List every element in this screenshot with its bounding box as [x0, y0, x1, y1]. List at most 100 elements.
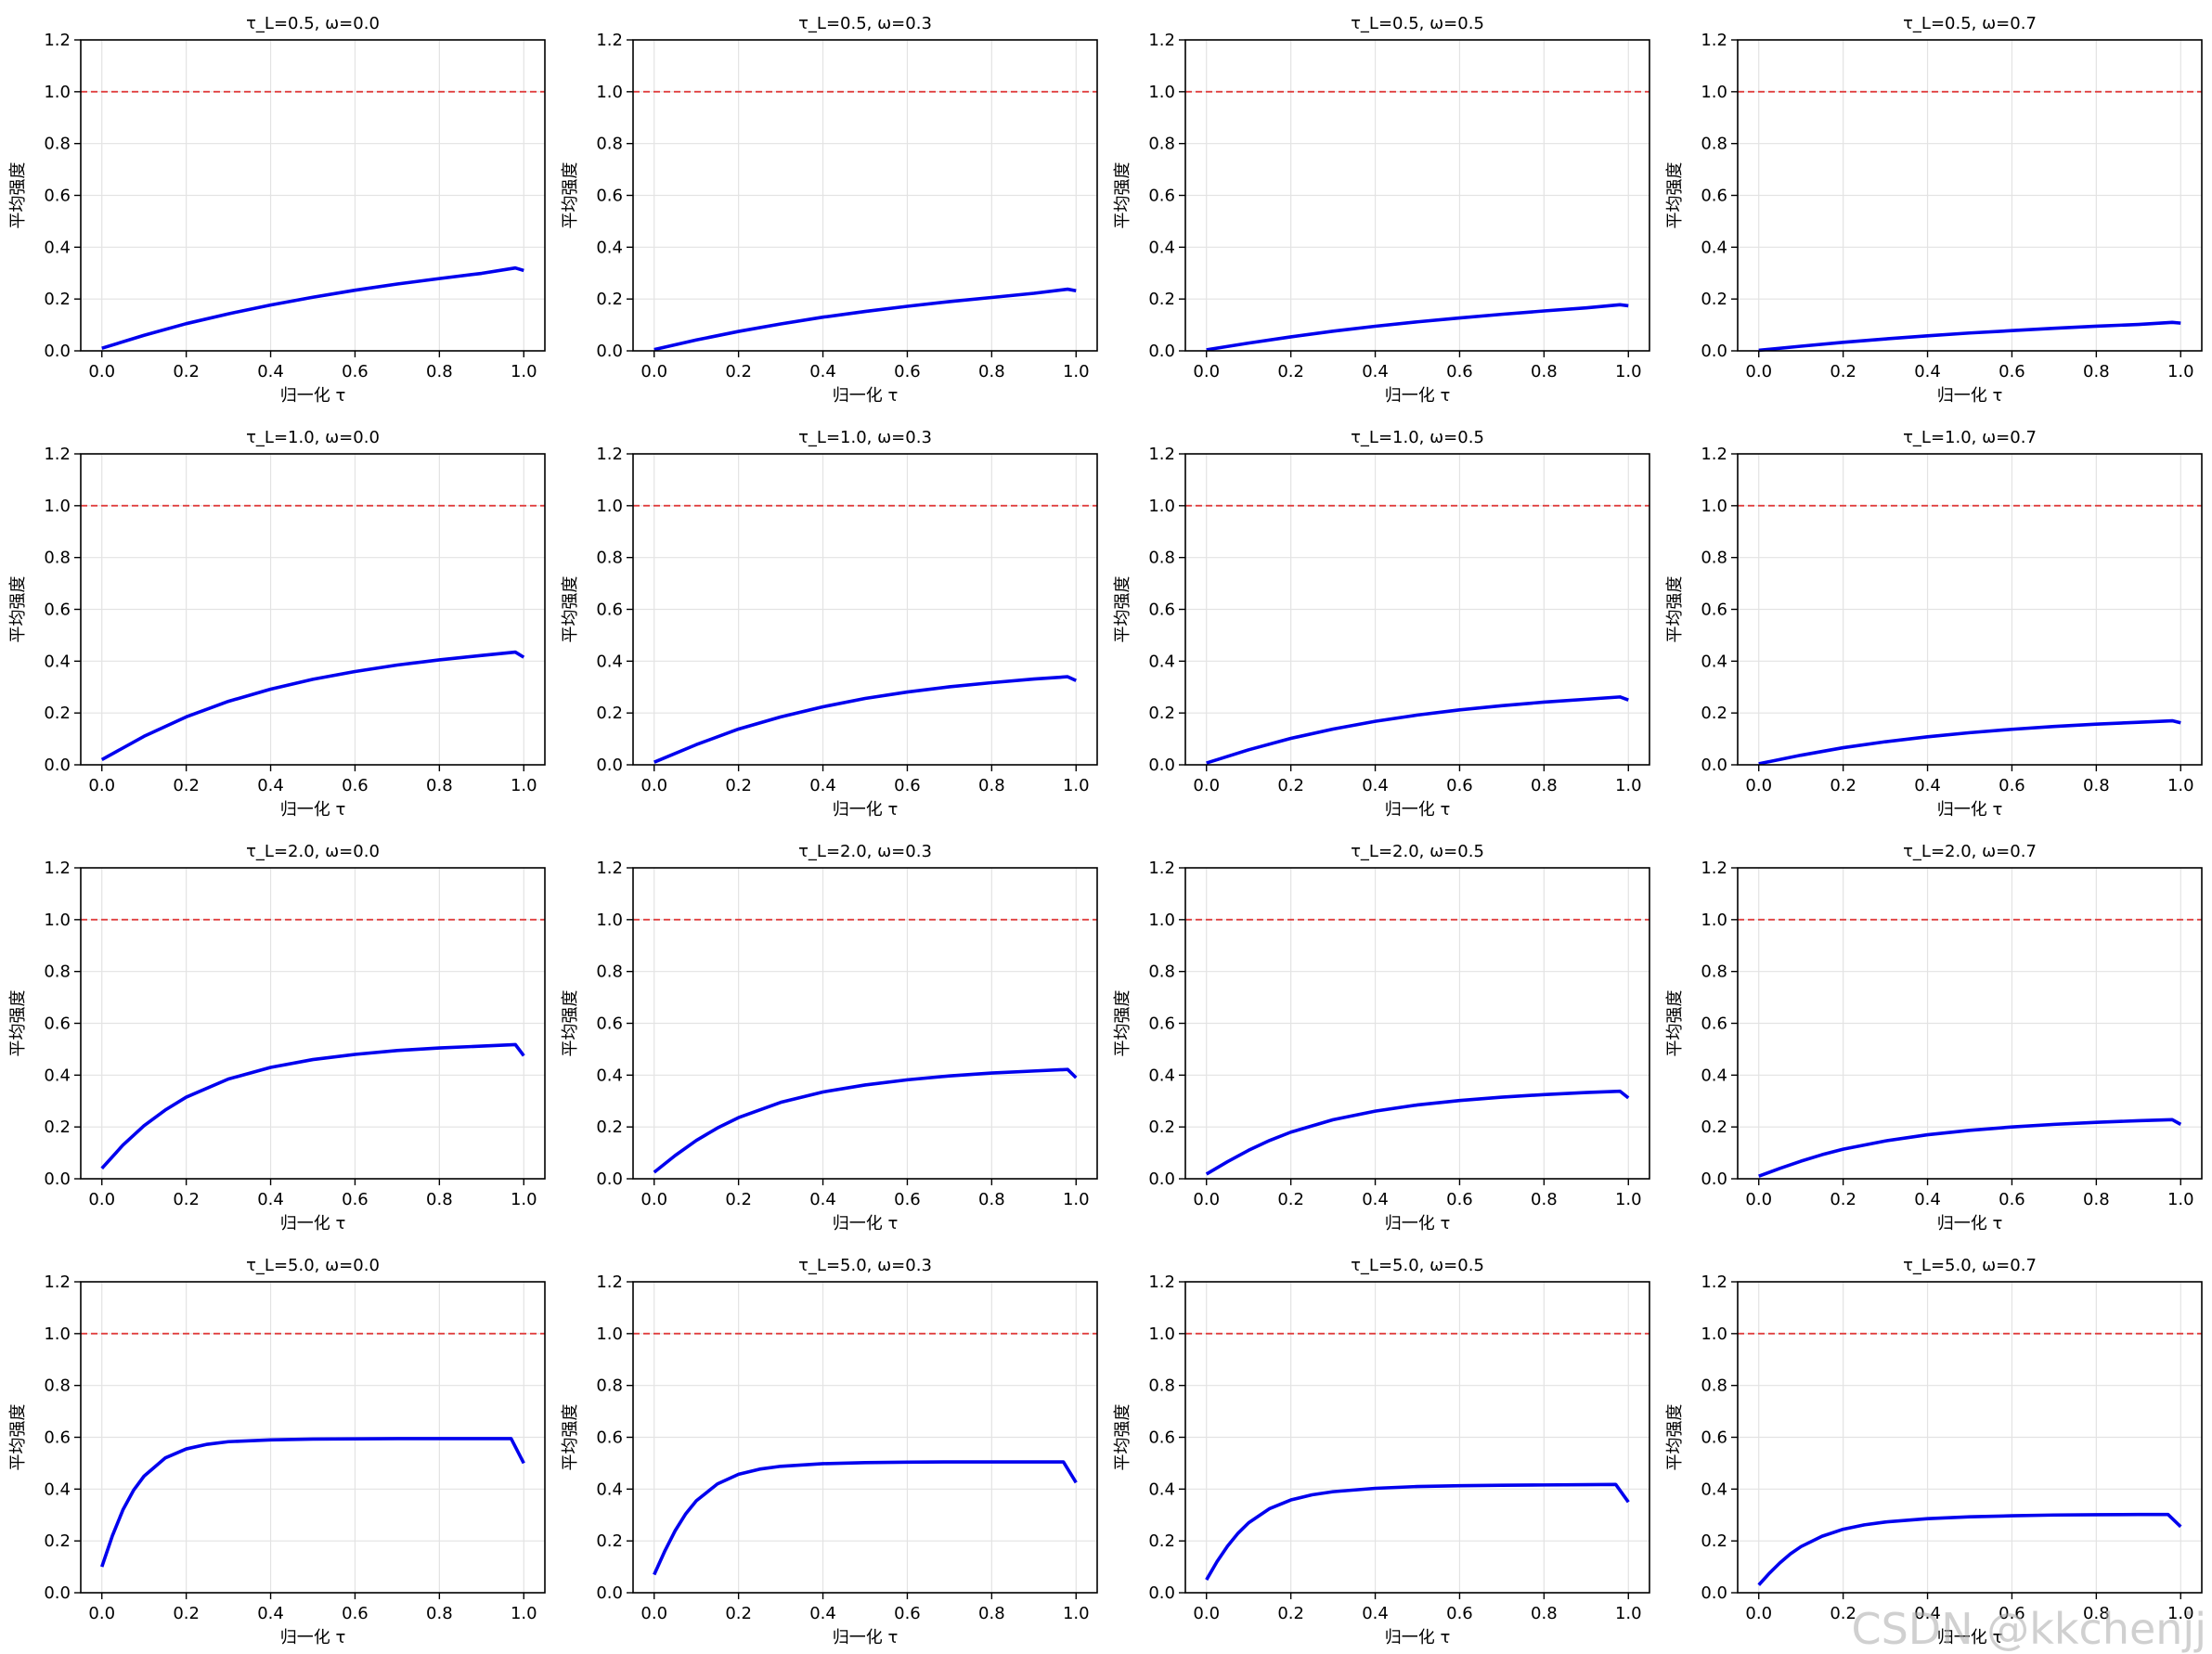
y-tick-label: 1.2	[596, 1273, 623, 1292]
x-tick-label: 0.2	[1830, 1604, 1856, 1623]
y-tick-label: 0.6	[1148, 1428, 1175, 1448]
x-tick-label: 1.0	[511, 362, 537, 381]
y-tick-label: 0.0	[1148, 756, 1175, 775]
subplot: 0.0 0.2 0.4 0.6 0.8 1.0 0.0 0.2 0.4 0.6 0.8 1.0 1.2 τ…	[8, 1256, 546, 1648]
y-tick-label: 0.2	[1148, 1118, 1175, 1137]
x-tick-label: 0.2	[725, 362, 752, 381]
subplot-title: τ_L=0.5, ω=0.7	[1903, 14, 2037, 33]
series-line	[1205, 1089, 1630, 1176]
series-line	[100, 1437, 525, 1568]
y-axis-label: 平均强度	[1665, 1404, 1685, 1471]
x-tick-label: 0.6	[894, 1604, 921, 1623]
x-tick-label: 0.2	[725, 776, 752, 795]
y-axis-label: 平均强度	[1113, 1404, 1132, 1471]
series-line	[1758, 320, 2181, 353]
x-axis-label: 归一化 τ	[1937, 1628, 2003, 1648]
x-tick-label: 0.6	[1446, 776, 1473, 795]
y-tick-label: 0.2	[596, 704, 623, 723]
y-axis-label: 平均强度	[1665, 162, 1685, 229]
y-tick-label: 0.2	[44, 290, 71, 309]
y-tick-label: 0.0	[596, 756, 623, 775]
y-tick-label: 0.8	[1148, 1376, 1175, 1396]
x-tick-label: 0.2	[1277, 1190, 1304, 1209]
y-tick-label: 0.4	[1148, 238, 1175, 257]
x-tick-label: 0.0	[88, 1604, 115, 1623]
y-tick-label: 0.2	[1148, 1531, 1175, 1551]
y-axis-label: 平均强度	[561, 162, 580, 229]
y-tick-label: 0.6	[1701, 187, 1727, 206]
y-tick-label: 1.0	[1701, 911, 1727, 930]
x-tick-label: 0.2	[1277, 776, 1304, 795]
y-tick-label: 1.2	[1701, 445, 1727, 464]
y-tick-label: 0.4	[1148, 1066, 1175, 1085]
x-tick-label: 0.8	[978, 776, 1005, 795]
x-tick-label: 0.8	[426, 1604, 453, 1623]
x-axis-label: 归一化 τ	[1385, 1628, 1451, 1648]
y-tick-label: 0.0	[44, 756, 71, 775]
x-tick-label: 0.8	[1531, 1604, 1558, 1623]
y-tick-label: 1.2	[44, 445, 71, 464]
x-tick-label: 0.4	[1362, 776, 1389, 795]
y-tick-label: 0.6	[596, 601, 623, 620]
y-tick-label: 0.4	[44, 652, 71, 671]
y-axis-label: 平均强度	[1113, 576, 1132, 643]
series-line	[653, 287, 1077, 352]
y-tick-label: 1.0	[1148, 911, 1175, 930]
x-tick-label: 0.2	[1277, 1604, 1304, 1623]
x-tick-label: 0.4	[1914, 776, 1941, 795]
y-axis-label: 平均强度	[1665, 990, 1685, 1057]
y-tick-label: 0.2	[1701, 1118, 1727, 1137]
subplot: 0.0 0.2 0.4 0.6 0.8 1.0 0.0 0.2 0.4 0.6 0.8 1.0 1.2 τ…	[1113, 14, 1650, 406]
subplot-title: τ_L=1.0, ω=0.5	[1351, 428, 1484, 447]
y-tick-label: 0.0	[44, 1169, 71, 1189]
y-tick-label: 1.2	[1148, 31, 1175, 50]
x-tick-label: 0.6	[1446, 1604, 1473, 1623]
subplot-title: τ_L=2.0, ω=0.7	[1903, 842, 2037, 861]
x-tick-label: 0.0	[640, 362, 667, 381]
y-tick-label: 0.2	[1148, 290, 1175, 309]
x-tick-label: 0.2	[725, 1190, 752, 1209]
y-tick-label: 1.0	[1148, 83, 1175, 102]
x-tick-label: 0.0	[1745, 1190, 1772, 1209]
y-tick-label: 0.2	[596, 290, 623, 309]
y-tick-label: 0.6	[1148, 601, 1175, 620]
x-tick-label: 0.4	[257, 1604, 284, 1623]
x-axis-label: 归一化 τ	[833, 1628, 899, 1648]
x-tick-label: 0.6	[1446, 1190, 1473, 1209]
y-tick-label: 1.2	[1701, 1273, 1727, 1292]
y-tick-label: 0.4	[44, 1480, 71, 1499]
x-axis-label: 归一化 τ	[833, 800, 899, 820]
y-tick-label: 0.0	[1148, 1583, 1175, 1603]
x-tick-label: 0.0	[1745, 776, 1772, 795]
x-tick-label: 0.4	[809, 362, 836, 381]
y-tick-label: 0.6	[596, 187, 623, 206]
x-tick-label: 0.6	[342, 1190, 369, 1209]
x-tick-label: 0.6	[894, 362, 921, 381]
y-tick-label: 0.2	[1701, 290, 1727, 309]
subplot-title: τ_L=1.0, ω=0.7	[1903, 428, 2037, 447]
x-tick-label: 0.8	[426, 1190, 453, 1209]
subplot: 0.0 0.2 0.4 0.6 0.8 1.0 0.0 0.2 0.4 0.6 0.8 1.0 1.2 τ…	[1113, 1256, 1650, 1648]
x-tick-label: 0.4	[1362, 1604, 1389, 1623]
x-tick-label: 0.4	[257, 1190, 284, 1209]
y-tick-label: 0.8	[1701, 135, 1727, 154]
x-tick-label: 1.0	[1063, 1190, 1090, 1209]
y-tick-label: 0.2	[1701, 704, 1727, 723]
series-line	[1206, 303, 1629, 352]
x-axis-label: 归一化 τ	[1937, 1214, 2003, 1234]
x-axis-label: 归一化 τ	[1937, 386, 2003, 406]
y-tick-label: 1.0	[1148, 497, 1175, 516]
y-tick-label: 0.8	[596, 963, 623, 982]
x-tick-label: 1.0	[1063, 1604, 1090, 1623]
x-tick-label: 0.8	[2083, 776, 2110, 795]
y-tick-label: 0.6	[44, 1428, 71, 1448]
x-tick-label: 1.0	[1063, 776, 1090, 795]
subplot: 0.0 0.2 0.4 0.6 0.8 1.0 0.0 0.2 0.4 0.6 0.8 1.0 1.2 τ…	[1113, 842, 1650, 1234]
subplot-title: τ_L=0.5, ω=0.5	[1351, 14, 1484, 33]
y-tick-label: 0.4	[44, 1066, 71, 1085]
series-line	[100, 650, 525, 761]
x-axis-label: 归一化 τ	[1385, 800, 1451, 820]
x-tick-label: 0.2	[725, 1604, 752, 1623]
y-axis-label: 平均强度	[8, 576, 28, 643]
